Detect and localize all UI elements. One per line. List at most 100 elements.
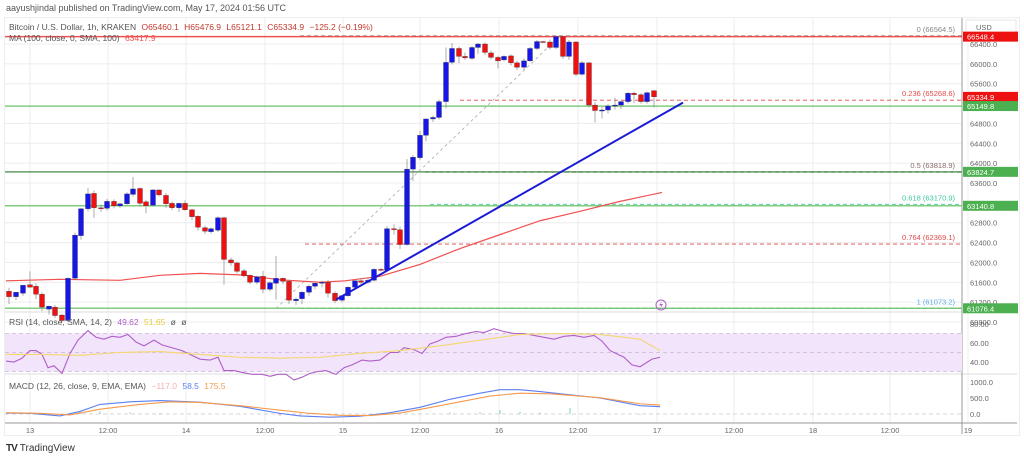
candle-body (436, 101, 442, 118)
candle-body (33, 286, 39, 295)
candle-body (13, 292, 19, 297)
ohlc-high: H65476.9 (184, 22, 222, 32)
fib-level-label: 0.5 (63818.9) (910, 161, 955, 170)
candle-body (631, 92, 637, 95)
candle-body (495, 57, 501, 62)
candle-body (612, 104, 618, 107)
candle-body (482, 43, 488, 53)
candle-body (267, 282, 273, 290)
macd-signal-value: 175.5 (204, 381, 226, 391)
candle-body (150, 189, 156, 206)
candle-body (462, 56, 468, 59)
candle-body (540, 41, 546, 43)
candle-body (228, 259, 234, 264)
price-axis-tick: 61200.0 (970, 298, 997, 307)
fib-level-label: 0 (66564.5) (917, 25, 956, 34)
time-axis-tick: 17 (653, 426, 661, 435)
price-axis-tick: 60800.0 (970, 318, 997, 327)
candle-body (247, 275, 253, 283)
time-axis-tick: 12:00 (881, 426, 900, 435)
candle-body (273, 278, 279, 284)
candle-body (182, 203, 188, 210)
candle-body (384, 228, 390, 271)
candle-body (156, 189, 162, 196)
candle-body (417, 135, 423, 158)
candle-body (137, 188, 143, 204)
candle-body (39, 294, 45, 308)
candle-body (352, 280, 358, 288)
price-axis-tick: 64400.0 (970, 139, 997, 148)
candle-body (65, 278, 71, 321)
footer-brand[interactable]: TV TradingView (6, 443, 75, 454)
candle-body (130, 188, 136, 195)
lightning-bolt-icon (659, 301, 663, 309)
macd-axis-tick: 500.0 (970, 394, 989, 403)
macd-axis-tick: 1000.0 (970, 378, 993, 387)
macd-hist-value: −117.0 (151, 381, 177, 391)
candle-body (449, 48, 455, 63)
candle-body (163, 195, 169, 205)
price-axis-tick: 64800.0 (970, 119, 997, 128)
ohlc-close: C65334.9 (267, 22, 305, 32)
candle-body (280, 278, 286, 282)
rsi-sma-value: 51.65 (144, 317, 166, 327)
candle-body (586, 62, 592, 106)
candle-body (397, 229, 403, 245)
candle-body (111, 201, 117, 206)
candle-body (508, 55, 514, 64)
candle-body (456, 48, 462, 57)
candle-body (299, 292, 305, 299)
symbol-title: Bitcoin / U.S. Dollar, 1h, KRAKEN (9, 22, 137, 32)
candle-body (234, 262, 240, 272)
candle-body (202, 227, 208, 232)
candle-body (599, 109, 605, 112)
macd-label: MACD (12, 26, close, 9, EMA, EMA) (9, 381, 146, 391)
publisher-credit: aayushjindal published on TradingView.co… (6, 3, 287, 13)
candle-body (72, 234, 78, 279)
candle-body (195, 216, 201, 228)
price-tag-label: 66548.4 (967, 33, 994, 42)
candle-body (475, 43, 481, 48)
tradingview-logo-icon: TV (6, 443, 18, 454)
trendline[interactable] (335, 101, 684, 301)
candle-body (104, 201, 110, 209)
candle-body (27, 284, 33, 288)
price-tag-label: 65334.9 (967, 93, 994, 102)
candle-body (46, 305, 52, 310)
time-axis-tick: 14 (182, 426, 190, 435)
candle-body (286, 281, 292, 301)
candle-body (260, 276, 266, 290)
rsi-extra-1: ø (170, 317, 176, 327)
fib-level-label: 0.618 (63170.9) (902, 193, 955, 202)
price-tag (963, 166, 1018, 177)
fib-level-label: 0.236 (65268.6) (902, 89, 955, 98)
candle-body (221, 217, 227, 260)
price-tag-label: 65149.8 (967, 102, 994, 111)
price-axis-tick: 62800.0 (970, 219, 997, 228)
candle-body (488, 52, 494, 58)
candle-body (651, 90, 657, 98)
candle-body (143, 201, 149, 206)
time-axis-tick: 12:00 (411, 426, 430, 435)
price-axis-tick: 62400.0 (970, 239, 997, 248)
candle-body (189, 209, 195, 217)
price-axis-tick: 64000.0 (970, 159, 997, 168)
moving-average-line (5, 191, 663, 283)
candle-body (20, 285, 26, 294)
candle-body (254, 276, 260, 283)
candle-body (241, 270, 247, 276)
candle-body (514, 62, 520, 68)
time-axis-tick: 18 (809, 426, 817, 435)
macd-series-line (5, 389, 661, 418)
candle-body (358, 280, 364, 283)
ohlc-low: L65121.1 (226, 22, 262, 32)
price-tag-label: 61076.4 (967, 304, 994, 313)
candle-body (566, 41, 572, 57)
price-axis-tick: 61600.0 (970, 278, 997, 287)
lightning-event-icon[interactable] (655, 299, 667, 311)
candle-body (378, 269, 384, 271)
candle-body (410, 157, 416, 170)
candle-body (521, 60, 527, 68)
price-axis-tick: 65600.0 (970, 80, 997, 89)
